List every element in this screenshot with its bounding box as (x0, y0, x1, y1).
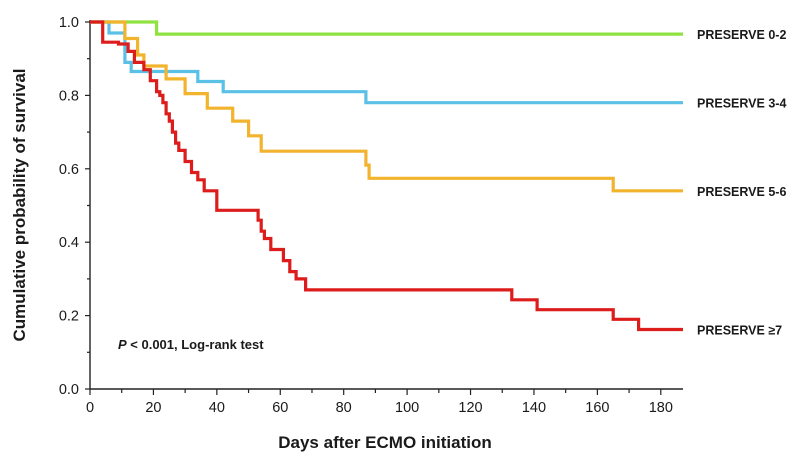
x-tick-label: 20 (145, 400, 161, 416)
series-labels: PRESERVE 0-2 PRESERVE 3-4 PRESERVE 5-6 PRES… (697, 28, 786, 337)
x-tick-label: 120 (458, 400, 482, 416)
series-label-0: PRESERVE 0-2 (697, 28, 786, 42)
y-tick-label: 1.0 (59, 15, 79, 31)
x-tick-label: 160 (585, 400, 609, 416)
p-symbol: P (118, 337, 127, 352)
axes: 0.0 0.2 0.4 0.6 0.8 1.0 0 20 40 60 80 100 120 140 160 1… (59, 15, 683, 416)
series-line-0 (90, 22, 683, 34)
y-tick-label: 0.4 (59, 235, 79, 251)
series-label-3: PRESERVE ≥7 (697, 324, 782, 338)
y-tick-label: 0.2 (59, 309, 79, 325)
x-tick-label: 40 (209, 400, 225, 416)
series-line-2 (90, 22, 683, 191)
y-tick-label: 0.6 (59, 162, 79, 178)
x-tick-label: 60 (272, 400, 288, 416)
p-value-annotation: P < 0.001, Log-rank test (118, 337, 264, 352)
y-axis-title: Cumulative probability of survival (10, 68, 29, 341)
series-label-2: PRESERVE 5-6 (697, 185, 786, 199)
series-label-1: PRESERVE 3-4 (697, 97, 786, 111)
x-tick-label: 180 (649, 400, 673, 416)
y-tick-label: 0.8 (59, 88, 79, 104)
y-tick-label: 0.0 (59, 382, 79, 398)
x-tick-label: 80 (336, 400, 352, 416)
x-axis-title: Days after ECMO initiation (278, 433, 491, 452)
x-tick-label: 100 (395, 400, 419, 416)
x-tick-label: 140 (522, 400, 546, 416)
series-line-3 (90, 22, 683, 330)
x-tick-label: 0 (86, 400, 94, 416)
p-value-text: < 0.001, Log-rank test (127, 337, 265, 352)
series-layer (90, 22, 683, 330)
